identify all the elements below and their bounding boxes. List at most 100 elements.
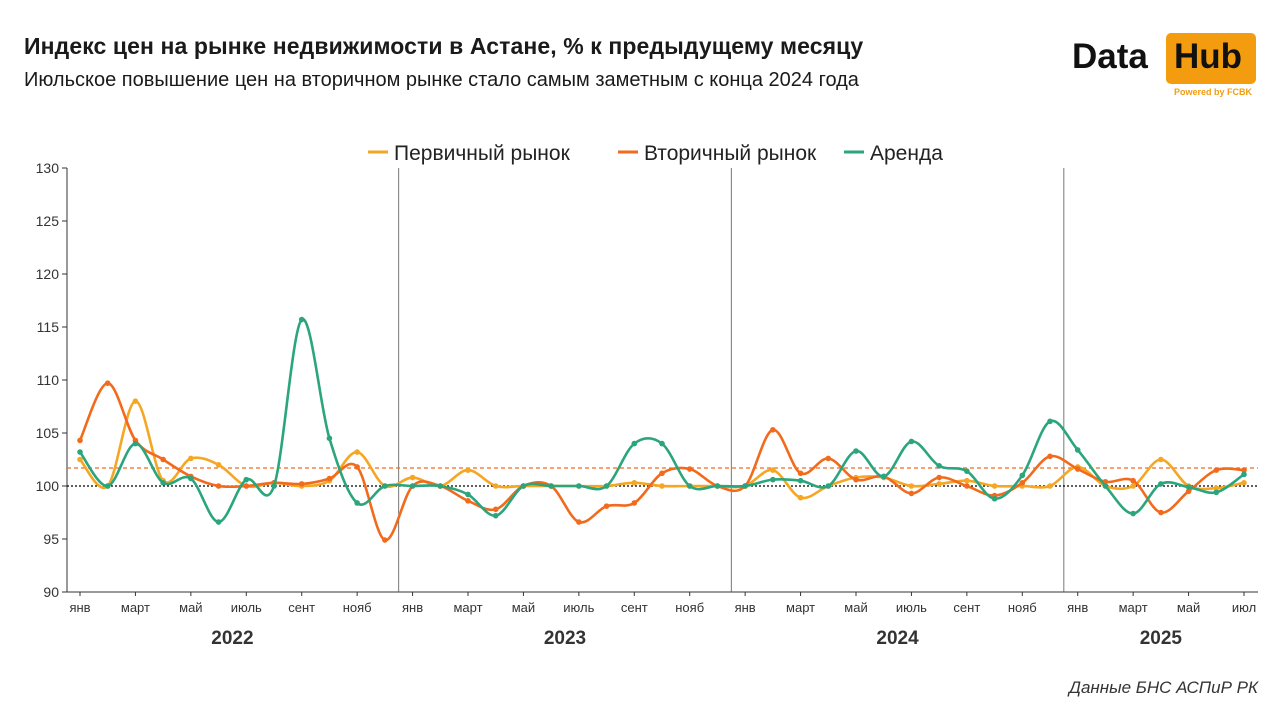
data-point-rent	[1047, 418, 1053, 425]
data-point-secondary-market	[1213, 467, 1220, 473]
year-label: 2024	[876, 628, 919, 649]
data-point-primary-market	[1213, 485, 1220, 491]
y-tick-label: 105	[36, 425, 60, 441]
data-point-rent	[1213, 489, 1220, 496]
data-point-rent	[964, 468, 970, 474]
data-point-rent	[271, 483, 277, 489]
data-point-secondary-market	[160, 456, 166, 463]
data-point-secondary-market	[853, 476, 859, 483]
data-point-secondary-market	[1047, 453, 1053, 460]
x-tick-label: май	[844, 600, 867, 615]
data-point-primary-market	[936, 481, 942, 487]
data-point-rent	[880, 473, 887, 480]
x-tick-label: июл	[1232, 600, 1256, 615]
data-point-primary-market	[964, 477, 970, 484]
data-point-rent	[1130, 510, 1136, 517]
chart-legend: Первичный рынок Вторичный рынок Аренда	[368, 142, 943, 165]
data-point-primary-market	[354, 449, 360, 455]
data-point-primary-market	[1047, 483, 1053, 489]
x-tick-label: март	[786, 600, 815, 615]
year-label: 2022	[211, 628, 253, 649]
data-point-secondary-market	[326, 475, 333, 482]
data-point-rent	[659, 440, 665, 447]
year-label: 2025	[1140, 628, 1183, 649]
data-point-rent	[1074, 447, 1081, 453]
data-point-rent	[991, 495, 998, 502]
data-point-primary-market	[908, 483, 915, 489]
data-point-primary-market	[1130, 483, 1136, 489]
data-point-secondary-market	[908, 490, 915, 497]
data-point-secondary-market	[603, 503, 610, 509]
data-point-secondary-market	[1241, 467, 1247, 473]
series-line-rent	[78, 318, 1246, 524]
data-point-rent	[409, 483, 416, 489]
legend-item-rent: Аренда	[844, 142, 943, 165]
y-tick-label: 100	[36, 478, 60, 494]
data-point-rent	[936, 463, 942, 469]
data-point-rent	[770, 476, 776, 483]
data-point-secondary-market	[576, 519, 582, 525]
data-point-primary-market	[659, 483, 665, 489]
legend-label: Аренда	[870, 142, 943, 165]
logo-box-text: Hub	[1174, 37, 1243, 76]
x-tick-label: май	[1177, 600, 1200, 615]
series-secondary-market	[77, 380, 1247, 543]
y-tick-label: 110	[37, 372, 60, 388]
data-point-rent	[354, 500, 360, 506]
x-tick-label: июль	[563, 600, 594, 615]
series-rent	[77, 316, 1247, 525]
data-point-rent	[1102, 483, 1109, 489]
data-point-secondary-market	[104, 380, 111, 386]
data-point-secondary-market	[298, 481, 305, 487]
data-source: Данные БНС АСПиР РК	[1068, 678, 1258, 697]
data-point-rent	[1241, 471, 1247, 478]
data-point-rent	[686, 483, 693, 489]
data-point-rent	[1019, 472, 1026, 479]
data-point-secondary-market	[825, 455, 832, 462]
data-point-rent	[132, 440, 139, 447]
data-point-secondary-market	[382, 537, 388, 543]
data-point-rent	[298, 316, 305, 323]
data-point-primary-market	[409, 474, 416, 481]
data-point-primary-market	[1158, 456, 1164, 463]
data-point-primary-market	[188, 455, 194, 462]
data-point-primary-market	[991, 483, 998, 489]
y-tick-label: 130	[36, 160, 60, 176]
data-point-primary-market	[797, 494, 804, 501]
year-label: 2023	[544, 628, 586, 649]
x-tick-label: сент	[953, 600, 980, 615]
data-point-rent	[853, 448, 859, 454]
data-point-secondary-market	[797, 470, 804, 477]
y-tick-label: 125	[36, 213, 60, 229]
data-point-secondary-market	[1019, 480, 1026, 486]
data-point-secondary-market	[492, 506, 499, 513]
data-point-rent	[1185, 484, 1192, 490]
data-point-primary-market	[1241, 480, 1247, 486]
data-point-rent	[908, 438, 915, 445]
data-point-primary-market	[77, 456, 83, 463]
datahub-logo: Data Hub Powered by FCBK	[1066, 28, 1260, 100]
data-point-rent	[215, 519, 222, 525]
data-point-primary-market	[631, 480, 638, 486]
data-point-secondary-market	[465, 498, 471, 504]
data-point-secondary-market	[1074, 466, 1081, 472]
data-point-secondary-market	[770, 427, 776, 433]
chart-axes: 90 95 100 105 110 115 120 125 130 янв март май июль с…	[36, 160, 1258, 649]
data-point-rent	[465, 491, 471, 498]
data-point-rent	[576, 483, 582, 489]
data-point-rent	[326, 435, 333, 442]
x-tick-label: июль	[896, 600, 927, 615]
data-point-rent	[492, 512, 499, 519]
data-point-primary-market	[770, 467, 776, 473]
data-point-rent	[603, 483, 610, 489]
data-point-secondary-market	[243, 483, 250, 489]
data-point-primary-market	[132, 398, 139, 405]
data-point-rent	[382, 483, 388, 489]
legend-item-secondary-market: Вторичный рынок	[618, 142, 817, 165]
x-tick-label: март	[453, 600, 482, 615]
data-point-secondary-market	[936, 474, 942, 481]
y-tick-label: 115	[37, 319, 60, 335]
x-tick-label: нояб	[1008, 600, 1037, 615]
chart-title: Индекс цен на рынке недвижимости в Астан…	[24, 33, 864, 59]
data-point-primary-market	[215, 462, 222, 468]
